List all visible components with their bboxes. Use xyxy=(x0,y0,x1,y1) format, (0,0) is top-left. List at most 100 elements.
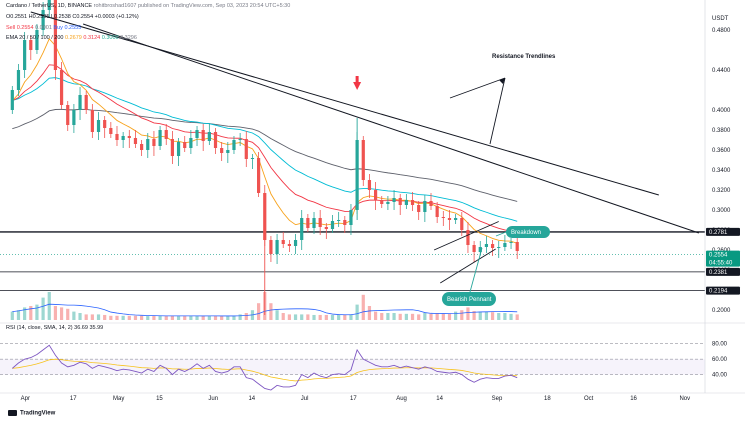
candle-body xyxy=(207,132,211,141)
volume-bar xyxy=(121,315,125,320)
candle-body xyxy=(133,138,138,144)
volume-bar xyxy=(103,314,107,320)
candle-body xyxy=(72,110,76,125)
volume-bar xyxy=(293,314,298,320)
price-tick-label: 0.3000 xyxy=(712,208,731,214)
volume-bar xyxy=(275,310,279,320)
candle-body xyxy=(170,139,175,156)
candle-body xyxy=(318,218,322,227)
volume-bar xyxy=(140,315,144,320)
volume-bar xyxy=(509,313,513,320)
volume-bar xyxy=(16,310,21,320)
publisher-note: rohitbroshad1607 published on TradingVie… xyxy=(93,3,291,9)
candle-body xyxy=(41,10,45,30)
moving-averages xyxy=(11,37,518,244)
volume-bar xyxy=(244,313,248,320)
candle-body xyxy=(84,95,88,110)
ema200-line xyxy=(12,108,518,202)
price-tick-label: 0.3200 xyxy=(712,188,731,194)
volume-bar xyxy=(195,315,199,320)
volume-bar xyxy=(392,313,396,320)
candle-body xyxy=(515,242,519,251)
volume-bar xyxy=(176,316,181,320)
bearish-pennant-badge xyxy=(442,292,496,306)
arrow-head xyxy=(499,78,505,84)
candle-body xyxy=(435,206,439,217)
candle-body xyxy=(90,110,94,132)
candle-body xyxy=(158,130,162,146)
volume-bar xyxy=(66,308,70,320)
volume-bar xyxy=(361,294,365,320)
volume-bar xyxy=(423,313,427,320)
resistance-trendline xyxy=(82,23,700,234)
volume-bar xyxy=(386,313,390,320)
volume-bar xyxy=(152,315,156,320)
candle-body xyxy=(146,139,150,150)
tradingview-logo[interactable]: TradingView xyxy=(8,410,55,417)
buy-value: 0.2555 xyxy=(64,25,82,31)
volume-bar xyxy=(183,316,187,320)
volume-bar xyxy=(330,314,335,320)
candle-body xyxy=(176,142,181,156)
price-label-box xyxy=(706,250,740,267)
ema100-line xyxy=(12,77,518,222)
candle-body xyxy=(460,218,464,230)
breakdown-label: Breakdown xyxy=(511,230,541,236)
volume-bar xyxy=(460,310,464,320)
candle-body xyxy=(152,139,156,146)
candle-body xyxy=(47,0,51,10)
candle-body xyxy=(454,218,458,220)
volume-bar xyxy=(96,314,101,320)
time-tick-label: 14 xyxy=(436,396,443,402)
volume-bar xyxy=(515,314,519,320)
candle-body xyxy=(478,247,482,252)
logo-text: TradingView xyxy=(20,410,56,417)
breakdown-badge xyxy=(506,226,550,238)
volume-bar xyxy=(306,314,310,320)
volume-bar xyxy=(343,314,347,320)
candle-body xyxy=(16,70,21,90)
candle-body xyxy=(29,40,33,50)
sell-label[interactable]: Sell xyxy=(6,25,16,31)
candle-body xyxy=(447,218,452,220)
volume-bar xyxy=(257,303,261,320)
price-tick-label: 0.3400 xyxy=(712,168,731,174)
candle-body xyxy=(337,220,341,221)
ema20-value: 0.2679 xyxy=(65,35,82,41)
volume-bar xyxy=(380,313,384,320)
candle-body xyxy=(127,136,131,138)
candle-body xyxy=(78,95,82,110)
rsi-line xyxy=(12,344,518,391)
volume-bar xyxy=(355,304,359,320)
time-tick-label: 17 xyxy=(70,396,77,402)
trendlines xyxy=(30,11,700,284)
candle-body xyxy=(121,136,125,140)
annotation-arrow xyxy=(449,77,506,99)
candle-body xyxy=(410,200,415,205)
rsi-tick-label: 60.00 xyxy=(712,357,728,363)
ohlc-values: O0.2551 H0.2595 L0.2538 C0.2554 +0.0003 … xyxy=(6,14,139,20)
volume-bar xyxy=(115,315,119,320)
volume-bar xyxy=(133,315,138,320)
volume-bar xyxy=(478,311,482,320)
candle-body xyxy=(59,70,64,105)
candle-body xyxy=(293,240,298,246)
quote-row: Sell 0.2554 0.0001 Buy 0.2555 xyxy=(6,25,81,31)
volume-bar xyxy=(23,307,27,320)
pennant-line xyxy=(440,248,496,284)
volume-bar xyxy=(484,311,489,320)
buy-label[interactable]: Buy xyxy=(53,25,63,31)
ema100-value: 0.3000 xyxy=(101,35,119,41)
rsi-tick-label: 40.00 xyxy=(712,373,728,379)
volume-bar xyxy=(220,316,224,320)
ema20-line xyxy=(11,37,518,244)
volume-bar xyxy=(213,315,218,320)
time-tick-label: Apr xyxy=(21,396,30,402)
candle-body xyxy=(35,30,39,50)
candle-body xyxy=(330,221,335,229)
candle-body xyxy=(238,139,242,140)
candle-body xyxy=(484,244,489,247)
breakdown-pointer xyxy=(495,231,507,237)
volume-bar xyxy=(435,313,439,320)
